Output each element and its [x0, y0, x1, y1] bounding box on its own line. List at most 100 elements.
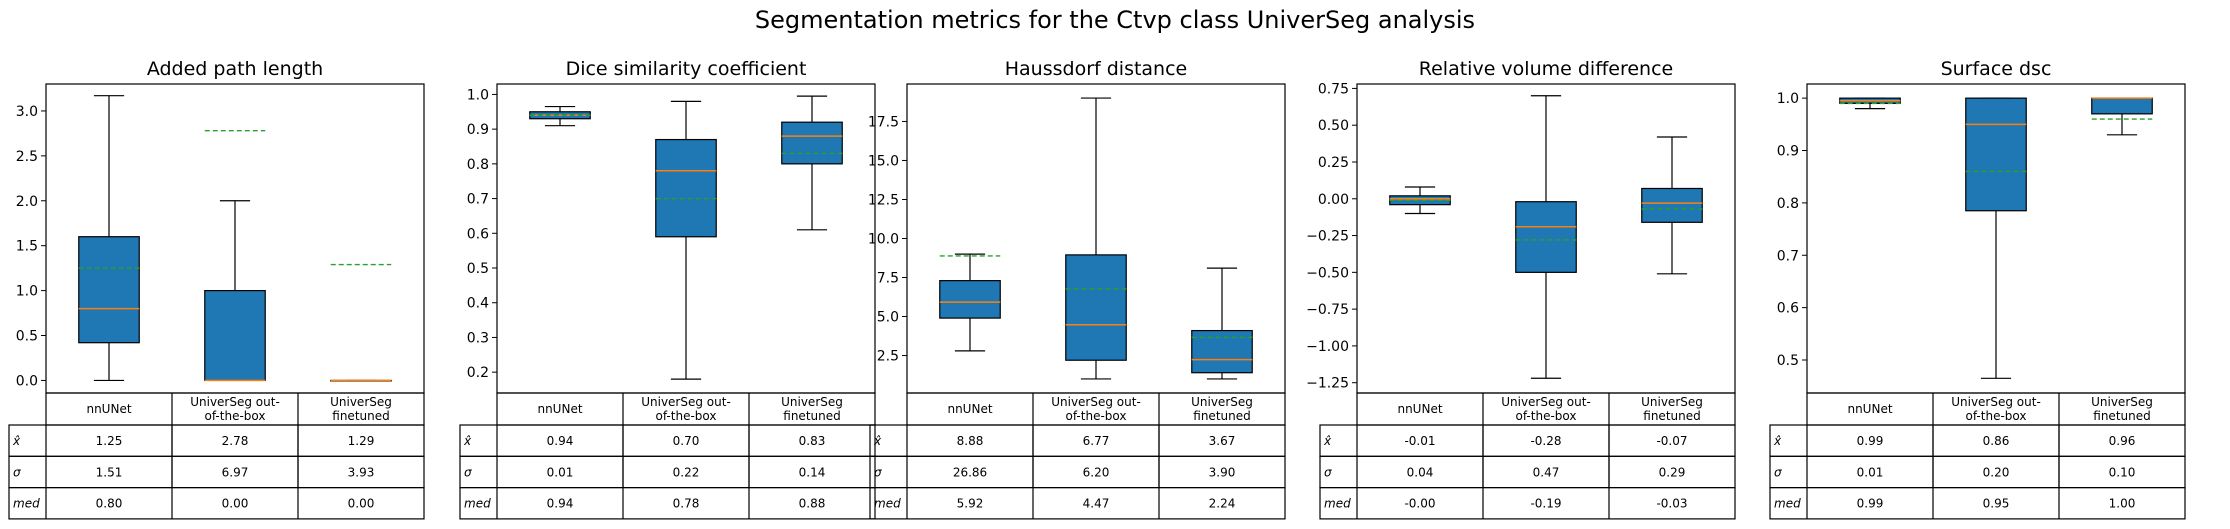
- y-tick-label: −1.00: [1306, 339, 1349, 355]
- table-row-label: σ: [464, 465, 472, 479]
- table-cell: 3.93: [348, 465, 375, 479]
- table-col-header: UniverSeg: [330, 395, 392, 409]
- table-cell: 1.25: [96, 434, 123, 448]
- y-tick-label: 5.0: [877, 310, 899, 326]
- y-tick-label: 0.50: [1318, 118, 1349, 134]
- table-cell: 0.78: [673, 497, 700, 511]
- table-row-label: σ: [13, 465, 21, 479]
- stats-table: nnUNet UniverSeg out-of-the-box UniverSegf…: [459, 392, 876, 520]
- box-iqr: [939, 280, 1001, 319]
- box-2: [204, 130, 266, 382]
- y-tick-label: 0.5: [16, 329, 38, 345]
- y-tick-label: 0.3: [467, 330, 489, 346]
- table-cell: 0.14: [799, 465, 826, 479]
- table-row-label: med: [1774, 497, 1801, 511]
- table-cell: 1.29: [348, 434, 375, 448]
- table-col-header: of-the-box: [205, 409, 266, 423]
- y-tick-label: 2.5: [877, 349, 899, 365]
- table-col-header: finetuned: [783, 409, 840, 423]
- table-col-header: UniverSeg: [1641, 395, 1703, 409]
- panel-title: Added path length: [147, 58, 323, 80]
- table-cell: 0.94: [547, 434, 574, 448]
- y-tick-label: 0.6: [1777, 301, 1799, 317]
- table-row-label: med: [13, 497, 40, 511]
- y-tick-label: 10.0: [868, 232, 899, 248]
- table-row-label: x̂: [873, 434, 882, 448]
- box-iqr: [1065, 254, 1127, 361]
- y-tick-label: 0.6: [467, 226, 489, 242]
- table-cell: 3.67: [1209, 434, 1236, 448]
- table-cell: 0.01: [547, 465, 574, 479]
- table-col-header: nnUNet: [86, 402, 131, 416]
- y-tick-label: 0.8: [1777, 196, 1799, 212]
- table-col-header: UniverSeg: [1191, 395, 1253, 409]
- table-row-label: x̂: [463, 434, 472, 448]
- chart-panel-3: Haussdorf distance 2.5 5.0 7.5 10.0 12.5 15.0 1…: [868, 58, 1286, 520]
- y-tick-label: 0.2: [467, 365, 489, 381]
- table-cell: 5.92: [957, 497, 984, 511]
- table-cell: 0.01: [1857, 465, 1884, 479]
- y-tick-label: 1.0: [16, 284, 38, 300]
- table-cell: 4.47: [1083, 497, 1110, 511]
- table-col-header: finetuned: [1193, 409, 1250, 423]
- table-cell: 3.90: [1209, 465, 1236, 479]
- table-cell: 0.47: [1533, 465, 1560, 479]
- table-col-header: of-the-box: [656, 409, 717, 423]
- table-cell: 0.83: [799, 434, 826, 448]
- table-cell: -0.03: [1656, 497, 1687, 511]
- y-tick-label: 0.8: [467, 157, 489, 173]
- stats-table: nnUNet UniverSeg out-of-the-box UniverSegf…: [1769, 392, 2186, 520]
- table-row-label: σ: [1774, 465, 1782, 479]
- y-tick-label: 7.5: [877, 271, 899, 287]
- table-cell: -0.28: [1530, 434, 1561, 448]
- table-cell: 0.20: [1983, 465, 2010, 479]
- table-cell: 0.00: [348, 497, 375, 511]
- y-tick-label: −0.75: [1306, 302, 1349, 318]
- y-tick-label: 15.0: [868, 153, 899, 169]
- box-3: [781, 95, 843, 231]
- box-1: [1839, 97, 1901, 110]
- panel-title: Haussdorf distance: [1005, 58, 1188, 80]
- table-row-label: med: [1324, 497, 1351, 511]
- table-col-header: nnUNet: [947, 402, 992, 416]
- y-tick-label: 17.5: [868, 114, 899, 130]
- table-cell: 0.29: [1659, 465, 1686, 479]
- box-2: [1965, 97, 2027, 379]
- table-cell: 8.88: [957, 434, 984, 448]
- table-row-label: σ: [874, 465, 882, 479]
- box-iqr: [2091, 97, 2153, 115]
- y-tick-label: 3.0: [16, 104, 38, 120]
- y-tick-label: 0.7: [467, 192, 489, 208]
- box-1: [1389, 186, 1451, 215]
- chart-panel-5: Surface dsc 0.5 0.6 0.7 0.8 0.9 1.0 nnUNet Unive…: [1769, 58, 2186, 520]
- table-cell: 0.80: [96, 497, 123, 511]
- table-cell: 26.86: [953, 465, 987, 479]
- table-col-header: UniverSeg out-: [1051, 395, 1141, 409]
- box-3: [1191, 267, 1253, 380]
- panel-title: Relative volume difference: [1419, 58, 1673, 80]
- table-col-header: finetuned: [332, 409, 389, 423]
- box-iqr: [655, 138, 717, 238]
- table-cell: 6.20: [1083, 465, 1110, 479]
- y-tick-label: −1.25: [1306, 376, 1349, 392]
- table-cell: 6.97: [222, 465, 249, 479]
- table-row-label: x̂: [12, 434, 21, 448]
- table-cell: 0.88: [799, 497, 826, 511]
- table-cell: 0.96: [2109, 434, 2136, 448]
- box-iqr: [1515, 201, 1577, 273]
- box-3: [330, 263, 392, 382]
- y-tick-label: 0.25: [1318, 155, 1349, 171]
- table-col-header: of-the-box: [1966, 409, 2027, 423]
- y-tick-label: 2.5: [16, 149, 38, 165]
- table-cell: 0.95: [1983, 497, 2010, 511]
- box-iqr: [1641, 187, 1703, 223]
- table-cell: 0.00: [222, 497, 249, 511]
- table-col-header: nnUNet: [537, 402, 582, 416]
- table-cell: 0.99: [1857, 434, 1884, 448]
- stats-table: nnUNet UniverSeg out-of-the-box UniverSegf…: [869, 392, 1286, 520]
- table-data-row: [1319, 487, 1736, 520]
- table-cell: -0.07: [1656, 434, 1687, 448]
- box-1: [529, 105, 591, 127]
- table-row-label: x̂: [1773, 434, 1782, 448]
